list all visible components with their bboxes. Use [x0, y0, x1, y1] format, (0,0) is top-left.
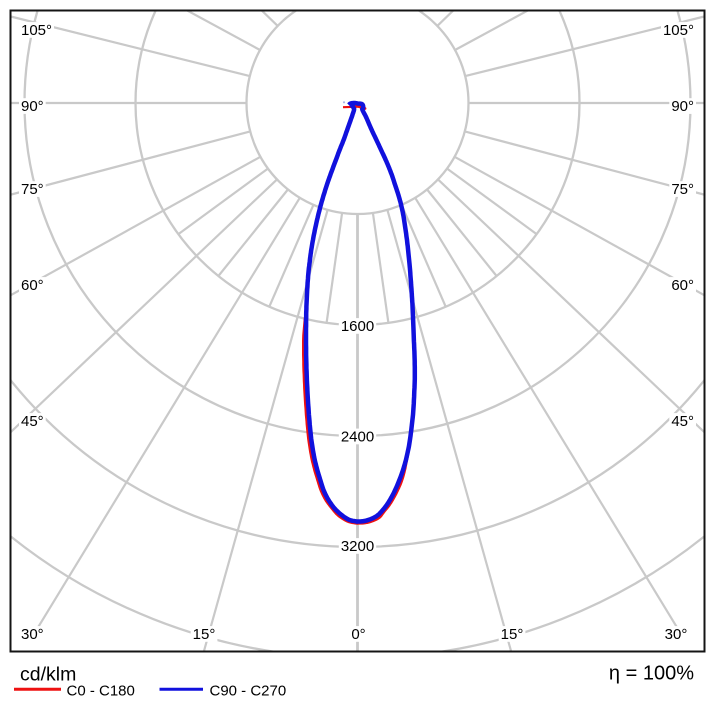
svg-text:60°: 60° [21, 277, 44, 294]
svg-text:90°: 90° [671, 98, 694, 115]
svg-text:C0 - C180: C0 - C180 [67, 683, 135, 700]
svg-text:15°: 15° [193, 626, 216, 643]
svg-text:75°: 75° [671, 181, 694, 198]
svg-text:C90 - C270: C90 - C270 [210, 683, 287, 700]
svg-text:45°: 45° [671, 413, 694, 430]
svg-text:90°: 90° [21, 98, 44, 115]
svg-text:30°: 30° [665, 626, 688, 643]
svg-text:105°: 105° [21, 22, 52, 39]
svg-text:60°: 60° [671, 277, 694, 294]
svg-text:45°: 45° [21, 413, 44, 430]
svg-text:η = 100%: η = 100% [609, 663, 694, 685]
svg-text:105°: 105° [663, 22, 694, 39]
svg-text:75°: 75° [21, 181, 44, 198]
svg-text:0°: 0° [351, 626, 365, 643]
svg-text:cd/klm: cd/klm [20, 664, 76, 686]
svg-text:2400: 2400 [341, 429, 374, 446]
svg-text:3200: 3200 [341, 538, 374, 555]
svg-text:1600: 1600 [341, 318, 374, 335]
svg-text:15°: 15° [501, 626, 524, 643]
svg-text:30°: 30° [21, 626, 44, 643]
